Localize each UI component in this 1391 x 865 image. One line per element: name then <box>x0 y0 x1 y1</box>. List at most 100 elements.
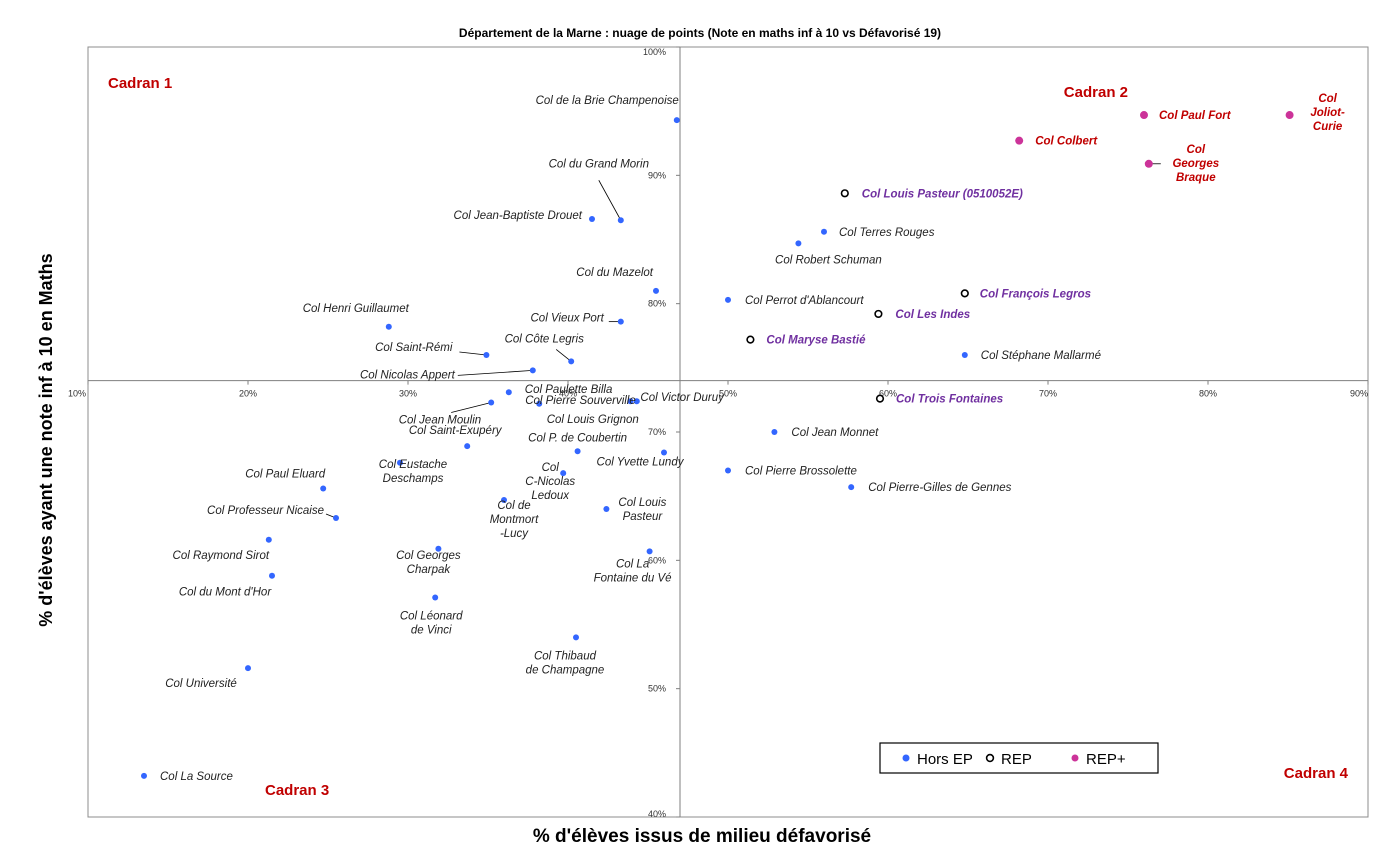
point-label: Col Jean Moulin <box>399 414 481 426</box>
quadrant-label: Cadran 1 <box>108 75 172 92</box>
point-label: Col du Mazelot <box>576 267 654 279</box>
point-label-line: Curie <box>1313 121 1343 133</box>
point-label: Col Les Indes <box>895 309 970 321</box>
point-label: Col Jean Monnet <box>791 427 879 439</box>
data-point-hors-ep <box>320 485 327 492</box>
point-label-line: C-Nicolas <box>525 476 575 488</box>
point-label-line: Col <box>1318 93 1337 105</box>
x-tick-label: 30% <box>399 389 417 399</box>
y-tick-label: 50% <box>648 684 666 694</box>
leader-line <box>451 402 492 413</box>
legend-marker <box>902 754 910 762</box>
y-tick-label: 70% <box>648 427 666 437</box>
leader-line <box>555 349 572 362</box>
point-label: Col du Grand Morin <box>549 158 649 170</box>
data-point-rep <box>840 189 849 198</box>
data-point-hors-ep <box>573 634 579 641</box>
point-label: Col Louis Pasteur <box>618 497 666 523</box>
point-label: Col Côte Legris <box>505 333 585 345</box>
point-label-line: de Champagne <box>526 664 605 676</box>
point-label-line: Col La <box>616 558 649 570</box>
data-point-hors-ep <box>385 323 392 330</box>
data-point-hors-ep <box>627 398 634 405</box>
data-point-hors-ep <box>795 240 802 247</box>
point-label: Col Raymond Sirot <box>173 550 270 562</box>
point-label: Col Robert Schuman <box>775 254 882 266</box>
y-tick-label: 100% <box>643 47 666 57</box>
quadrant-label: Cadran 4 <box>1284 765 1349 782</box>
point-label-line: Pasteur <box>623 511 664 523</box>
point-label: Col Nicolas Appert <box>360 369 456 381</box>
leader-line <box>457 370 533 376</box>
data-point-rep <box>875 394 885 403</box>
point-label: Col Trois Fontaines <box>896 394 1003 406</box>
point-label: Col Pierre Brossolette <box>745 466 857 478</box>
x-tick-label: 80% <box>1199 389 1217 399</box>
data-points <box>141 111 1294 779</box>
legend: Hors EP REP REP+ <box>879 742 1159 774</box>
x-tick-label: 10% <box>68 389 86 399</box>
data-point-hors-ep <box>961 352 968 358</box>
point-label-line: Georges <box>1172 158 1219 170</box>
data-point-hors-ep <box>617 217 624 224</box>
x-axis-title: % d'élèves issus de milieu défavorisé <box>533 826 871 847</box>
data-point-hors-ep <box>673 117 680 124</box>
point-label: Col François Legros <box>980 288 1091 300</box>
point-label: Col Professeur Nicaise <box>207 505 324 517</box>
data-point-hors-ep <box>529 367 536 374</box>
data-point-hors-ep <box>603 506 610 512</box>
point-label-line: Col Léonard <box>400 611 463 623</box>
x-tick-label: 90% <box>1350 389 1368 399</box>
point-label-line: de Vinci <box>411 625 452 637</box>
data-point-hors-ep <box>560 470 567 477</box>
data-point-hors-ep <box>771 429 778 435</box>
data-point-hors-ep <box>397 459 403 466</box>
point-label: Col Perrot d'Ablancourt <box>745 295 864 307</box>
point-label: Col Eustache Deschamps <box>379 459 447 485</box>
point-label-line: Col <box>1187 144 1206 156</box>
leader-line <box>459 351 487 356</box>
point-label-line: Montmort <box>490 514 539 526</box>
point-label-line: Joliot- <box>1310 107 1345 119</box>
legend-label: REP+ <box>1086 751 1126 768</box>
legend-marker <box>985 753 995 763</box>
point-label-line: Col <box>542 462 560 474</box>
data-point-rep <box>960 289 969 298</box>
plot-frame <box>87 46 1369 818</box>
data-point-hors-ep <box>432 594 439 601</box>
data-point-hors-ep <box>848 484 855 491</box>
point-label-line: Col Louis <box>618 497 666 509</box>
point-label: Col Saint-Rémi <box>375 342 453 354</box>
legend-label: Hors EP <box>917 751 973 768</box>
data-point-hors-ep <box>617 318 624 325</box>
x-tick-label: 60% <box>879 389 897 399</box>
data-point-hors-ep <box>501 497 507 504</box>
x-tick-label: 70% <box>1039 389 1057 399</box>
point-label: Col C-Nicolas Ledoux <box>525 462 575 502</box>
point-label: Col de Montmort -Lucy <box>490 500 539 540</box>
point-label-line: Fontaine du Vé <box>594 572 672 584</box>
point-label-line: -Lucy <box>500 528 529 540</box>
point-label: Col Yvette Lundy <box>597 457 685 469</box>
legend-box <box>879 742 1159 774</box>
data-point-hors-ep <box>483 352 490 358</box>
data-point-hors-ep <box>646 548 653 555</box>
data-point-hors-ep <box>265 536 272 543</box>
point-label: Col Georges Charpak <box>396 550 461 576</box>
leader-line <box>598 180 622 221</box>
point-label: Col Pierre-Gilles de Gennes <box>868 482 1011 494</box>
data-point-hors-ep <box>505 389 512 396</box>
point-label: Col Stéphane Mallarmé <box>981 350 1101 362</box>
point-label: Col du Mont d'Hor <box>179 587 272 599</box>
point-label-line: Col Thibaud <box>534 650 597 662</box>
axis-ticks: 10% 20% 30% 40% 50% 60% 70% 80% 90% 40% 50% 60% 70% 8… <box>68 46 1369 819</box>
point-label: Col Louis Pasteur (0510052E) <box>862 188 1023 200</box>
point-label: Col Jean-Baptiste Drouet <box>454 210 583 222</box>
data-point-hors-ep <box>245 665 251 672</box>
quadrant-label: Cadran 2 <box>1064 84 1128 101</box>
point-label-line: Ledoux <box>531 490 570 502</box>
point-label: Col Joliot- Curie <box>1310 93 1345 133</box>
y-tick-label: 80% <box>648 299 666 309</box>
data-point-hors-ep <box>568 358 575 365</box>
